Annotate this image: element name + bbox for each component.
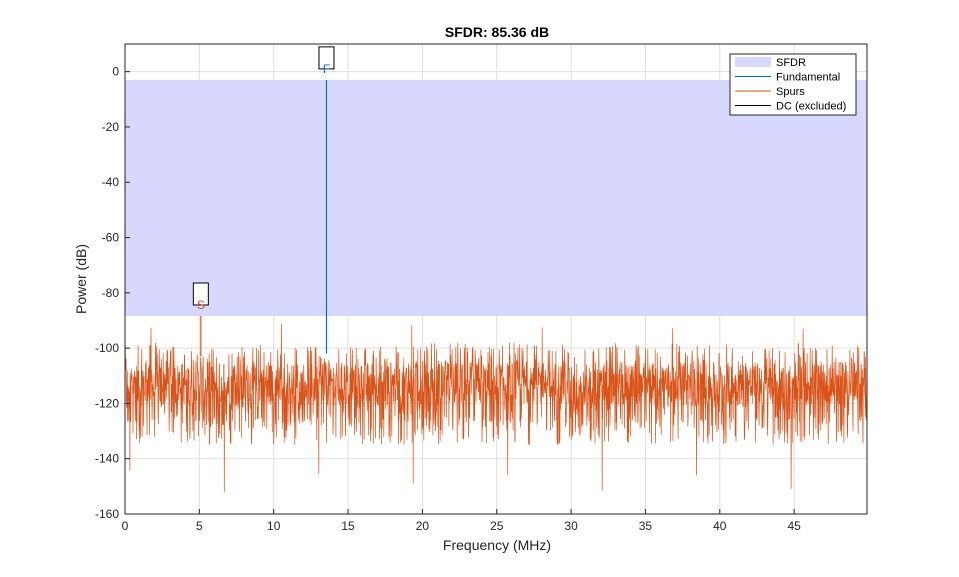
marker-layer: FS <box>192 46 335 312</box>
plot-border <box>124 43 868 515</box>
x-axis-ticks: 0 5 10 15 20 25 30 35 40 45 <box>122 509 801 533</box>
chart-title: SFDR: 85.36 dB <box>445 24 549 40</box>
y-tick-label: -120 <box>95 396 119 410</box>
marker-label-s: S <box>197 298 205 312</box>
x-tick-label: 20 <box>416 519 430 533</box>
x-tick-label: 45 <box>787 519 801 533</box>
x-axis-label: Frequency (MHz) <box>443 537 551 553</box>
y-tick-label: -80 <box>102 286 120 300</box>
x-tick-label: 0 <box>122 519 129 533</box>
sfdr-band-layer <box>125 79 867 317</box>
legend-swatch-sfdr <box>735 57 771 67</box>
spurs-trace <box>124 316 868 492</box>
legend-label: DC (excluded) <box>776 101 846 113</box>
x-tick-label: 15 <box>341 519 355 533</box>
x-tick-label: 35 <box>639 519 653 533</box>
legend-label: Spurs <box>776 86 805 98</box>
y-axis-label: Power (dB) <box>73 244 89 314</box>
axes-frame <box>124 43 868 515</box>
x-tick-label: 40 <box>713 519 727 533</box>
sfdr-band <box>125 79 867 317</box>
marker-box-s <box>192 282 209 306</box>
marker-label-f: F <box>323 62 330 76</box>
y-axis-ticks: 0 -20 -40 -60 -80 -100 -120 -140 -160 <box>95 65 130 521</box>
y-tick-label: 0 <box>112 65 119 79</box>
y-tick-label: -20 <box>102 120 120 134</box>
legend-label: Fundamental <box>776 72 840 84</box>
legend: SFDR Fundamental Spurs DC (excluded) <box>729 53 857 116</box>
marker-box-f <box>318 46 335 70</box>
y-tick-label: -100 <box>95 341 119 355</box>
y-tick-label: -160 <box>95 507 119 521</box>
y-tick-label: -140 <box>95 452 119 466</box>
x-tick-label: 30 <box>564 519 578 533</box>
spurs-line <box>124 323 868 492</box>
legend-label: SFDR <box>776 57 806 69</box>
y-tick-label: -40 <box>102 175 120 189</box>
y-tick-label: -60 <box>102 231 120 245</box>
x-tick-label: 10 <box>267 519 281 533</box>
x-tick-label: 25 <box>490 519 504 533</box>
x-tick-label: 5 <box>196 519 203 533</box>
